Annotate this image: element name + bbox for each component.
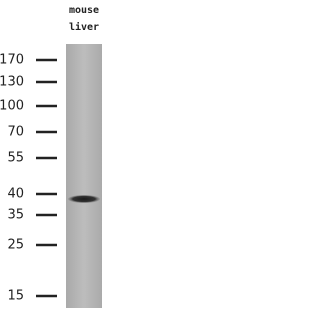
labels: mouse liver 170 130 100 70 55 40 35 25 15 — [0, 5, 99, 304]
lane-label: mouse — [69, 5, 99, 16]
marker-label: 55 — [7, 151, 24, 166]
protein-band — [68, 195, 100, 203]
marker-label: 40 — [7, 187, 24, 202]
marker-label: 70 — [7, 125, 24, 140]
blot-figure: mouse liver 170 130 100 70 55 40 35 25 15 — [0, 5, 102, 308]
blot-lane — [66, 44, 102, 308]
marker-label: 170 — [0, 53, 24, 68]
marker-label: 100 — [0, 99, 24, 114]
marker-label: 35 — [7, 208, 24, 223]
marker-label: 15 — [7, 289, 24, 304]
lane-label: liver — [69, 21, 99, 33]
marker-label: 130 — [0, 75, 24, 90]
marker-label: 25 — [7, 238, 24, 253]
